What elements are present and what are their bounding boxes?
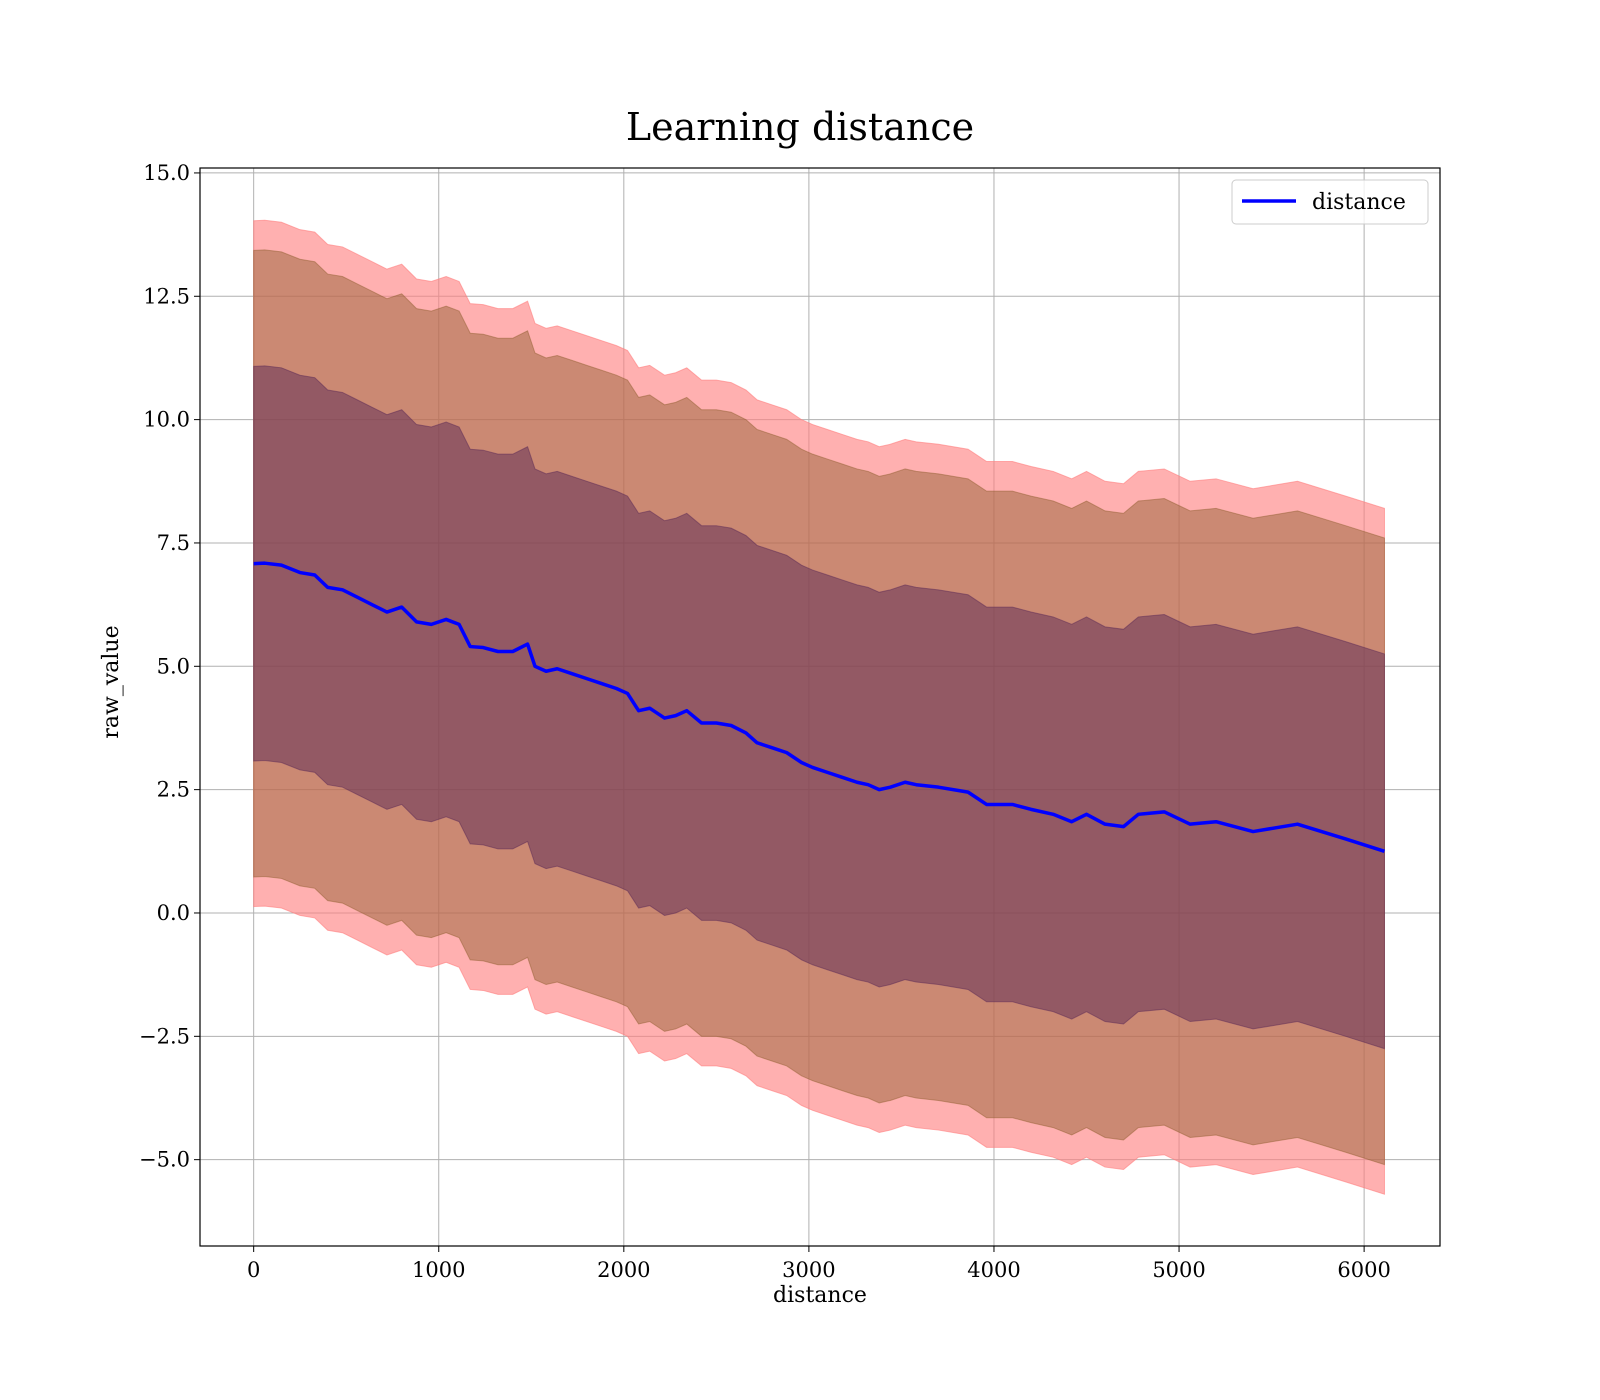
legend-box: [1231, 179, 1429, 225]
x-tick-label: 2000: [597, 1258, 650, 1282]
plot-frame: [199, 167, 1441, 1247]
y-axis-ticks: −5.0 −2.5 0.0 2.5 5.0 7.5 10.0 12.5 15.0: [139, 161, 200, 1172]
y-tick-label: −5.0: [139, 1148, 190, 1172]
y-tick-label: 0.0: [157, 901, 190, 925]
y-tick-label: 12.5: [143, 284, 190, 308]
confidence-band-3: [253, 365, 1385, 1050]
legend: distance: [1231, 179, 1429, 225]
x-tick-label: 1000: [412, 1258, 465, 1282]
x-axis-ticks: 0 1000 2000 3000 4000 5000 6000: [247, 1246, 1391, 1282]
y-tick-label: 10.0: [143, 408, 190, 432]
y-tick-label: 7.5: [157, 531, 190, 555]
chart-title: Learning distance: [626, 105, 974, 149]
x-tick-label: 3000: [782, 1258, 835, 1282]
y-axis-title: raw_value: [99, 625, 124, 738]
confidence-bands: [253, 219, 1385, 1195]
y-tick-label: 2.5: [157, 778, 190, 802]
series-line-distance: [253, 561, 1386, 853]
x-tick-label: 5000: [1152, 1258, 1205, 1282]
y-tick-label: 5.0: [157, 654, 190, 678]
legend-label-distance: distance: [1312, 190, 1406, 215]
series-lines: [253, 561, 1386, 853]
x-tick-label: 4000: [967, 1258, 1020, 1282]
x-tick-label: 6000: [1337, 1258, 1390, 1282]
x-axis-title: distance: [773, 1283, 867, 1308]
y-tick-label: 15.0: [143, 161, 190, 185]
y-tick-label: −2.5: [139, 1024, 190, 1048]
x-tick-label: 0: [247, 1258, 260, 1282]
